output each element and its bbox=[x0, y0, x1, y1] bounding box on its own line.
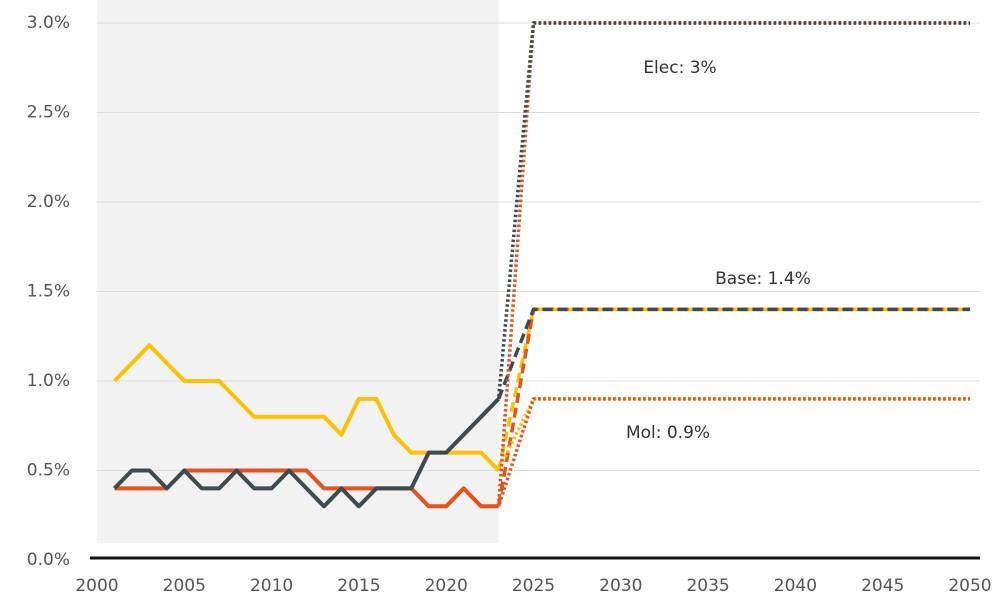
x-tick-label: 2035 bbox=[686, 576, 729, 596]
x-tick-label: 2025 bbox=[512, 576, 555, 596]
line-dashed bbox=[496, 307, 970, 471]
x-tick-label: 2050 bbox=[948, 576, 991, 596]
x-tick-label: 2040 bbox=[774, 576, 817, 596]
y-tick-label: 2.5% bbox=[27, 103, 70, 123]
y-tick-label: 2.0% bbox=[27, 192, 70, 212]
annotation: Elec: 3% bbox=[643, 58, 716, 78]
y-tick-label: 1.5% bbox=[27, 282, 70, 302]
line-solid bbox=[113, 397, 501, 509]
line-dotted bbox=[496, 21, 970, 507]
x-tick-label: 2005 bbox=[163, 576, 206, 596]
x-tick-label: 2010 bbox=[250, 576, 293, 596]
y-tick-label: 0.0% bbox=[27, 550, 70, 570]
annotation: Mol: 0.9% bbox=[626, 423, 710, 443]
x-tick-label: 2045 bbox=[861, 576, 904, 596]
line-dotted bbox=[496, 21, 970, 400]
line-dashed bbox=[496, 307, 970, 400]
line-dashed bbox=[496, 307, 970, 507]
x-tick-label: 2030 bbox=[599, 576, 642, 596]
x-tick-label: 2000 bbox=[75, 576, 118, 596]
line-dotted bbox=[496, 397, 970, 507]
historical-shade bbox=[97, 0, 499, 543]
y-tick-label: 0.5% bbox=[27, 461, 70, 481]
y-tick-label: 3.0% bbox=[27, 13, 70, 33]
annotation: Base: 1.4% bbox=[715, 269, 811, 289]
x-tick-label: 2015 bbox=[337, 576, 380, 596]
line-dotted bbox=[497, 397, 970, 472]
x-tick-label: 2020 bbox=[425, 576, 468, 596]
y-tick-label: 1.0% bbox=[27, 371, 70, 391]
